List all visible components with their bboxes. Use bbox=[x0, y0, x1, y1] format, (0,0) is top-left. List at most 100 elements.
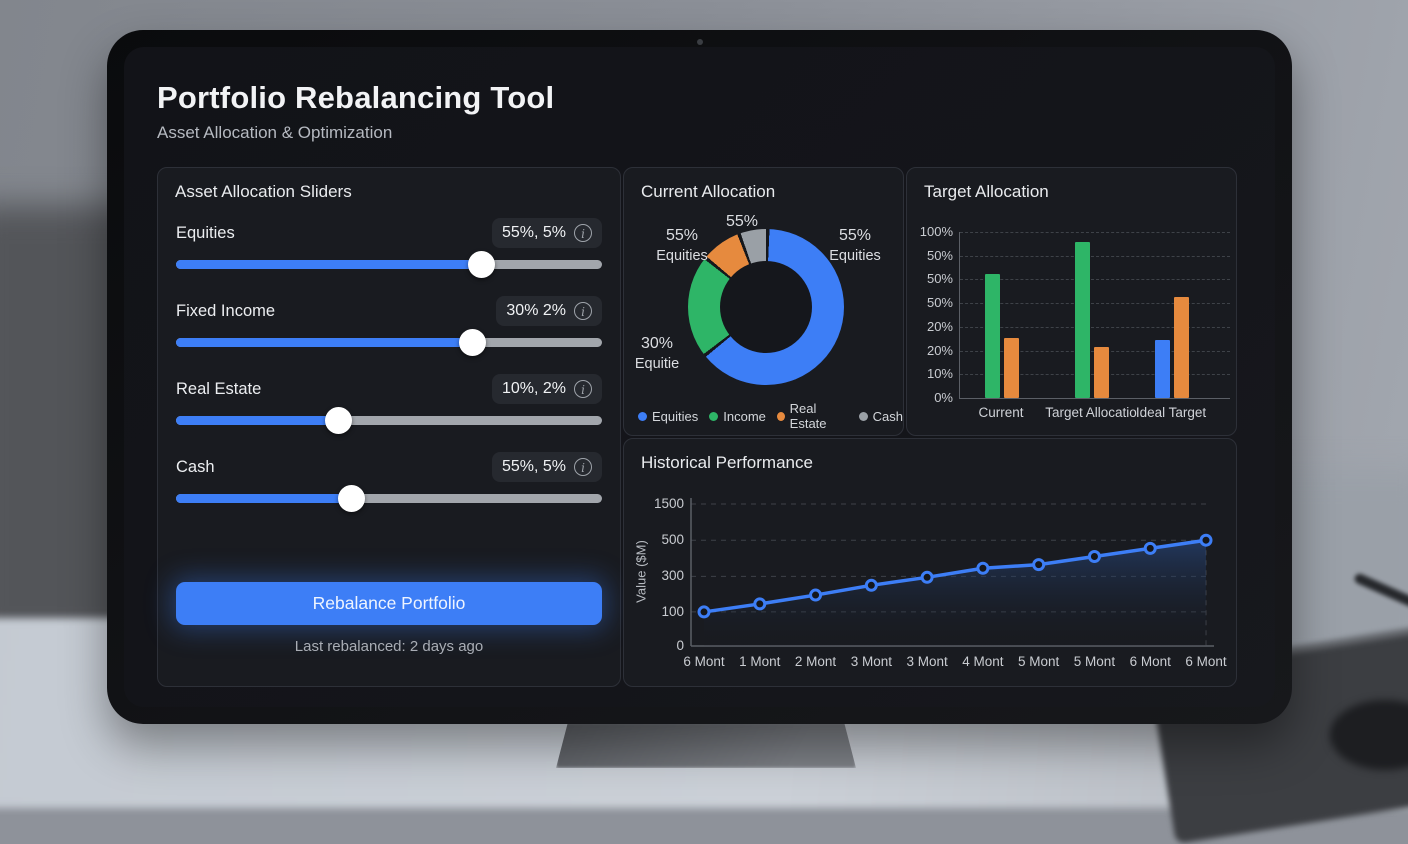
x-tick-label: Ideal Target bbox=[1135, 405, 1207, 420]
data-point bbox=[1032, 558, 1046, 572]
donut-chart bbox=[688, 229, 844, 385]
x-tick-label: Target Allocatio bbox=[1045, 405, 1137, 420]
gridline bbox=[960, 255, 1230, 257]
bar bbox=[985, 273, 1000, 398]
legend-item: Real Estate bbox=[776, 401, 848, 431]
data-point bbox=[1199, 533, 1213, 547]
dark-object-on-desk bbox=[1330, 700, 1408, 770]
slider-fill bbox=[176, 416, 338, 425]
slider-label: Real Estate bbox=[176, 380, 262, 398]
legend-label: Real Estate bbox=[789, 401, 827, 431]
info-icon[interactable]: i bbox=[574, 380, 592, 398]
x-tick-label: 6 Mont bbox=[1129, 654, 1171, 669]
legend-item: Income bbox=[709, 409, 766, 424]
sliders-heading: Asset Allocation Sliders bbox=[175, 182, 352, 201]
data-point bbox=[920, 570, 934, 584]
legend-label: Income bbox=[723, 408, 766, 424]
info-icon[interactable]: i bbox=[574, 224, 592, 242]
info-icon[interactable]: i bbox=[574, 302, 592, 320]
slider-label: Equities bbox=[176, 224, 235, 242]
area-fill bbox=[704, 540, 1206, 646]
y-tick-label: 0% bbox=[934, 390, 953, 405]
x-tick-label: 4 Mont bbox=[962, 654, 1004, 669]
bar bbox=[1174, 296, 1189, 398]
donut-title: Current Allocation bbox=[641, 182, 776, 201]
legend-label: Equities bbox=[652, 408, 699, 424]
data-point bbox=[1087, 550, 1101, 564]
y-tick-label: 50% bbox=[926, 271, 953, 287]
y-tick-label: 500 bbox=[661, 532, 684, 548]
card-target-allocation: Target Allocation 100% 50% 50% 50% 20% 20% 10%… bbox=[906, 167, 1237, 436]
bar bbox=[1094, 346, 1109, 398]
legend-item: Equities bbox=[638, 409, 698, 424]
line-chart-svg bbox=[690, 498, 1214, 647]
y-tick-label: 100 bbox=[661, 603, 684, 619]
dashboard-grid: Asset Allocation Sliders Equities 55%, 5%… bbox=[157, 167, 1237, 687]
x-tick-label: 6 Mont bbox=[1185, 654, 1227, 669]
slider-track[interactable] bbox=[176, 329, 602, 356]
slider-thumb[interactable] bbox=[459, 329, 487, 356]
legend-dot bbox=[858, 411, 868, 421]
data-point bbox=[1143, 541, 1157, 555]
data-point bbox=[976, 561, 990, 575]
screen: Portfolio Rebalancing Tool Asset Allocat… bbox=[124, 47, 1275, 707]
slider-thumb[interactable] bbox=[467, 251, 495, 278]
donut-legend: Equities Income Real Estate Cash bbox=[638, 401, 903, 431]
x-tick-label: 3 Mont bbox=[850, 654, 892, 669]
y-tick-label: 10% bbox=[926, 366, 953, 382]
rebalance-portfolio-button[interactable]: Rebalance Portfolio bbox=[176, 582, 602, 625]
card-current-allocation: Current Allocation 55% 55% Equities 30% Equi… bbox=[623, 167, 904, 436]
x-tick-label: 5 Mont bbox=[1073, 654, 1116, 669]
slider-value-text: 55%, 5% bbox=[501, 224, 566, 241]
x-tick-label: 2 Mont bbox=[794, 654, 837, 669]
data-point bbox=[809, 588, 823, 602]
y-tick-label: 1500 bbox=[653, 496, 684, 511]
bar-plot-area bbox=[959, 232, 1230, 399]
legend-dot bbox=[776, 411, 785, 421]
slider-value-text: 10%, 2% bbox=[501, 380, 566, 397]
card-historical-performance: Historical Performance Value ($M) 1500 50… bbox=[623, 438, 1237, 687]
bar-chart-title: Target Allocation bbox=[924, 182, 1049, 201]
slider-thumb[interactable] bbox=[324, 407, 352, 434]
slider-value-text: 30% 2% bbox=[506, 302, 566, 319]
y-tick-label: 20% bbox=[926, 342, 953, 358]
y-tick-label: 50% bbox=[926, 295, 953, 311]
slider-track[interactable] bbox=[176, 485, 602, 512]
x-tick-label: 6 Mont bbox=[683, 654, 725, 669]
bar bbox=[1155, 339, 1170, 398]
y-tick-label: 20% bbox=[926, 318, 953, 334]
monitor: Portfolio Rebalancing Tool Asset Allocat… bbox=[107, 30, 1292, 724]
card-asset-allocation-sliders: Asset Allocation Sliders Equities 55%, 5%… bbox=[157, 167, 621, 687]
donut-hole bbox=[720, 261, 812, 353]
slider-value-badge: 55%, 5% i bbox=[491, 452, 602, 482]
webcam-dot bbox=[696, 39, 703, 45]
donut-callout: 55% Equities bbox=[656, 227, 708, 264]
monitor-stand bbox=[556, 722, 856, 768]
slider-track[interactable] bbox=[176, 251, 602, 278]
line-chart-title: Historical Performance bbox=[641, 453, 813, 472]
data-point bbox=[697, 605, 711, 619]
slider-thumb[interactable] bbox=[337, 485, 365, 512]
slider-row: Cash 55%, 5% i bbox=[176, 452, 602, 524]
gridline bbox=[960, 326, 1230, 328]
slider-row: Real Estate 10%, 2% i bbox=[176, 374, 602, 446]
page-subtitle: Asset Allocation & Optimization bbox=[157, 123, 393, 142]
slider-track[interactable] bbox=[176, 407, 602, 434]
slider-label: Fixed Income bbox=[176, 302, 276, 320]
bar bbox=[1075, 241, 1090, 398]
last-rebalanced-text: Last rebalanced: 2 days ago bbox=[294, 638, 484, 655]
y-tick-label: 300 bbox=[661, 568, 684, 584]
data-point bbox=[864, 578, 878, 592]
y-tick-label: 50% bbox=[926, 247, 953, 263]
y-tick-label: 0 bbox=[676, 638, 684, 653]
slider-label: Cash bbox=[176, 458, 215, 476]
slider-value-text: 55%, 5% bbox=[501, 458, 566, 475]
donut-callout: 30% Equitie bbox=[634, 335, 680, 372]
slider-row: Equities 55%, 5% i bbox=[176, 218, 602, 290]
donut-callout: 55% bbox=[725, 213, 759, 230]
slider-fill bbox=[176, 260, 481, 269]
x-tick-label: 3 Mont bbox=[906, 654, 948, 669]
data-point bbox=[753, 597, 767, 611]
legend-dot bbox=[638, 411, 647, 421]
info-icon[interactable]: i bbox=[574, 458, 592, 476]
